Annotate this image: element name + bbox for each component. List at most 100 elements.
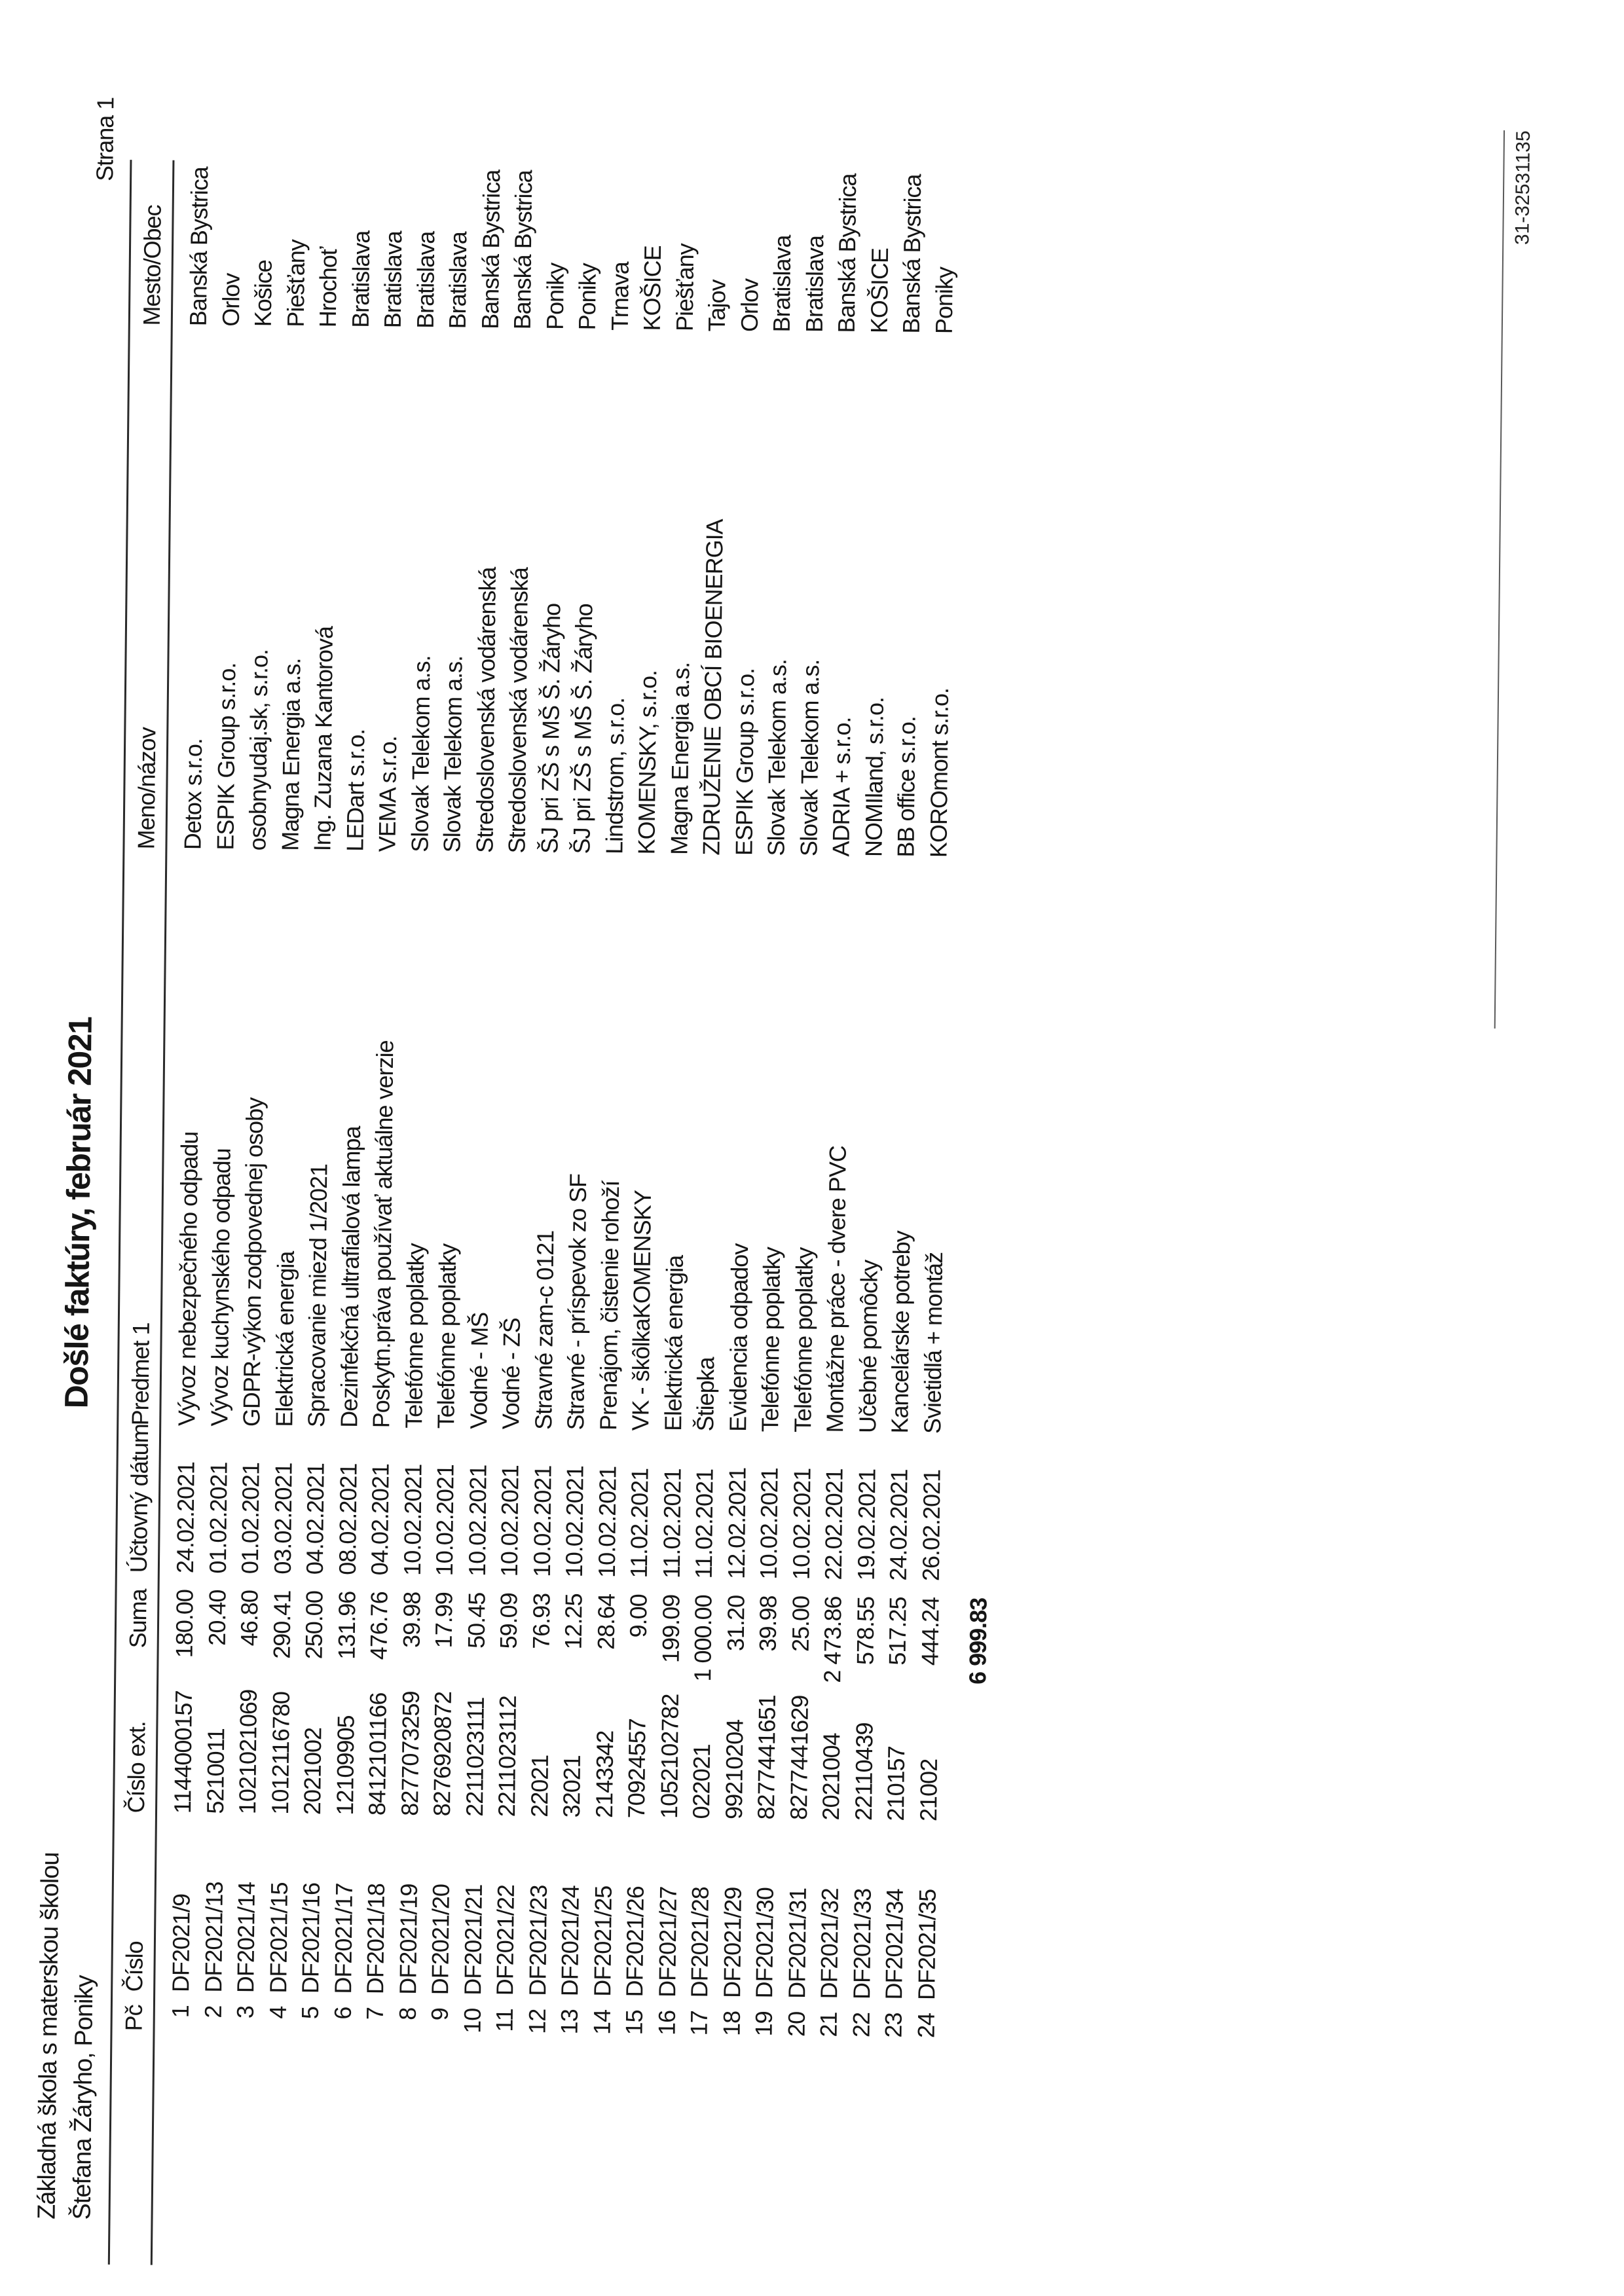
row-pc: 7: [361, 2007, 388, 2020]
row-mesto: Bratislava: [378, 231, 407, 329]
row-suma: 517.25: [883, 1597, 912, 1666]
row-predmet: Dezinfekčná ultrafialová lampa: [335, 1126, 365, 1428]
row-datum: 03.02.2021: [268, 1463, 297, 1575]
row-suma: 25.00: [786, 1595, 815, 1652]
row-datum: 01.02.2021: [236, 1462, 265, 1575]
row-meno: Stredoslovenská vodárenská: [503, 567, 533, 854]
row-predmet: Poskytn.práva používať aktuálne verzie: [367, 1040, 399, 1429]
row-datum: 10.02.2021: [463, 1465, 492, 1576]
row-meno: ŠJ pri ZŠ s MŠ Š. Žáryho: [568, 604, 598, 854]
column-header-suma: Suma: [124, 1589, 152, 1649]
row-predmet: Svietidlá + montáž: [918, 1252, 948, 1434]
row-pc: 18: [717, 2011, 745, 2037]
row-pc: 8: [394, 2007, 421, 2020]
row-pc: 14: [588, 2009, 616, 2035]
row-predmet: Spracovanie miezd 1/2021: [303, 1163, 333, 1428]
row-meno: ESPIK Group s.r.o.: [211, 663, 240, 850]
row-meno: ZDRUŽENIE OBCÍ BIOENERGIA: [697, 519, 728, 856]
row-predmet: Stravné zam-c 0121: [529, 1230, 559, 1430]
row-predmet: Telefónne poplatky: [399, 1243, 429, 1429]
row-datum: 26.02.2021: [917, 1469, 946, 1582]
row-cislo: DF2021/17: [329, 1883, 358, 1994]
row-datum: 24.02.2021: [884, 1469, 913, 1581]
row-cislo: DF2021/22: [491, 1884, 519, 1996]
column-header-mesto-obec: Mesto/Obec: [138, 205, 166, 326]
row-cislo: DF2021/32: [815, 1888, 843, 1999]
row-datum: 11.02.2021: [625, 1468, 654, 1578]
row-mesto: Poniky: [930, 266, 958, 335]
row-meno: Magna Energia a.s.: [276, 658, 305, 851]
row-meno: Magna Energia a.s.: [665, 662, 694, 856]
row-mesto: Piešťany: [282, 239, 310, 327]
row-pc: 10: [458, 2008, 486, 2033]
row-pc: 12: [523, 2009, 551, 2035]
row-cislo: DF2021/30: [750, 1887, 779, 1999]
row-mesto: Piešťany: [671, 244, 699, 332]
row-mesto: Trnava: [606, 262, 634, 331]
row-pc: 17: [685, 2011, 712, 2036]
row-datum: 11.02.2021: [690, 1468, 718, 1579]
row-predmet: Telefónne poplatky: [788, 1247, 818, 1433]
row-datum: 24.02.2021: [171, 1461, 200, 1574]
row-predmet: VK - škôlkaKOMENSKY: [627, 1190, 657, 1431]
row-datum: 01.02.2021: [204, 1462, 232, 1574]
row-meno: Ing. Zuzana Kantorová: [308, 626, 339, 852]
row-mesto: Bratislava: [411, 231, 439, 329]
row-predmet: Telefónne poplatky: [432, 1243, 462, 1429]
row-cislo: DF2021/26: [621, 1886, 649, 1997]
row-predmet: Stravné - príspevok zo SF: [562, 1173, 592, 1430]
row-cislo: DF2021/13: [199, 1882, 228, 1993]
row-meno: Lindstrom, s.r.o.: [600, 697, 629, 855]
column-header-cislo: Číslo: [120, 1941, 148, 1992]
form-code: 31-32531135: [1511, 130, 1535, 246]
row-pc: 16: [653, 2010, 680, 2036]
row-meno: Slovak Telekom a.s.: [438, 655, 468, 853]
page-number-label: Strana 1: [91, 97, 119, 181]
column-header-uctovny-datum: Účtovný dátum: [124, 1424, 154, 1573]
row-predmet: Štiepka: [692, 1357, 720, 1432]
row-mesto: Tajov: [703, 280, 731, 332]
row-meno: VEMA s.r.o.: [373, 735, 402, 852]
row-meno: Detox s.r.o.: [179, 738, 208, 850]
row-pc: 2: [199, 2005, 227, 2018]
row-mesto: Bratislava: [346, 230, 375, 328]
row-cislo: DF2021/14: [232, 1882, 260, 1994]
row-cislo: DF2021/31: [783, 1887, 811, 1999]
row-mesto: Banská Bystrica: [508, 170, 538, 330]
row-pc: 24: [912, 2013, 940, 2039]
row-pc: 19: [750, 2011, 777, 2037]
row-suma: 28.64: [592, 1594, 620, 1650]
row-meno: LEDart s.r.o.: [341, 729, 369, 852]
row-pc: 11: [490, 2009, 518, 2032]
row-pc: 20: [782, 2011, 810, 2037]
row-mesto: Banská Bystrica: [184, 166, 213, 327]
row-cislo: DF2021/33: [847, 1888, 876, 2000]
row-cislo: DF2021/16: [297, 1882, 325, 1994]
row-mesto: Košice: [249, 259, 277, 327]
row-cislo: DF2021/27: [653, 1886, 682, 1998]
school-name-line2: Štefana Žáryho, Poniky: [68, 1975, 99, 2220]
row-mesto: Bratislava: [767, 235, 796, 333]
row-cislo: DF2021/34: [880, 1889, 908, 2000]
footer-rule: [1494, 130, 1505, 1029]
row-meno: Slovak Telekom a.s.: [762, 659, 792, 856]
row-cislo: DF2021/24: [556, 1885, 584, 1997]
row-meno: Slovak Telekom a.s.: [405, 655, 435, 852]
row-meno: ŠJ pri ZŠ s MŠ Š. Žáryho: [535, 603, 565, 854]
row-predmet: Vývoz nebezpečného odpadu: [173, 1131, 203, 1427]
row-suma: 199.09: [656, 1594, 685, 1664]
row-suma: 50.45: [462, 1592, 490, 1649]
total-sum: 6 999.83: [964, 1597, 992, 1685]
row-datum: 04.02.2021: [365, 1463, 394, 1576]
row-mesto: KOŠICE: [638, 246, 667, 331]
row-cislo: DF2021/29: [718, 1887, 747, 1999]
row-pc: 13: [555, 2009, 583, 2035]
row-predmet: Prenájom, čistenie rohoží: [594, 1180, 624, 1431]
row-meno: ESPIK Group s.r.o.: [729, 668, 759, 856]
row-datum: 04.02.2021: [301, 1463, 329, 1575]
column-header-pc: Pč: [120, 2005, 147, 2032]
row-meno: KOMENSKY, s.r.o.: [633, 670, 662, 855]
row-pc: 6: [329, 2007, 356, 2020]
row-predmet: Telefónne poplatky: [756, 1247, 786, 1432]
row-suma: 1 000.00: [689, 1595, 717, 1682]
